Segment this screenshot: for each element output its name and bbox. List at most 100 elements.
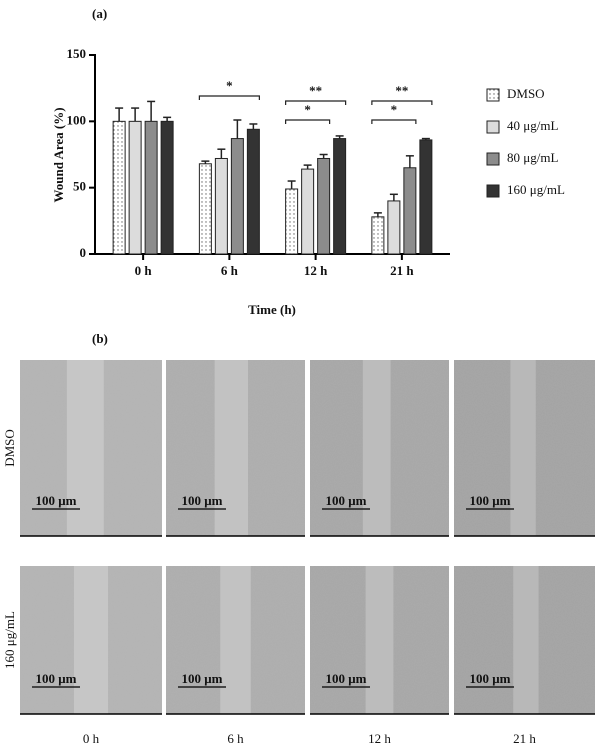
- error-bar: [287, 180, 296, 189]
- significance-label: *: [226, 78, 233, 93]
- bar: [198, 163, 212, 255]
- scale-bar-label: 100 μm: [470, 493, 511, 508]
- bar: [230, 138, 244, 255]
- y-axis-label: Wound Area (%): [51, 107, 66, 202]
- error-bar: [147, 100, 156, 122]
- row-label: 160 μg/mL: [2, 611, 17, 669]
- column-label: 0 h: [83, 731, 100, 746]
- bar: [371, 216, 385, 255]
- scale-bar-label: 100 μm: [470, 671, 511, 686]
- bar: [387, 200, 401, 255]
- wound-gap: [220, 566, 251, 714]
- texture: [20, 360, 67, 536]
- texture: [248, 360, 305, 536]
- legend-swatch: [486, 120, 500, 134]
- texture: [535, 360, 595, 536]
- scale-bar-label: 100 μm: [36, 493, 77, 508]
- error-bar: [163, 116, 172, 122]
- y-tick-label: 100: [67, 112, 87, 127]
- bar: [144, 120, 158, 255]
- scale-bar-label: 100 μm: [36, 671, 77, 686]
- x-tick-label: 21 h: [390, 263, 414, 278]
- texture: [538, 566, 595, 714]
- wound-gap: [365, 566, 394, 714]
- wound-gap: [66, 360, 104, 536]
- micrograph: 100 μm: [20, 566, 162, 715]
- bar: [112, 120, 126, 255]
- micrograph: 100 μm: [20, 360, 162, 537]
- texture: [310, 566, 366, 714]
- texture: [454, 566, 514, 714]
- wound-gap: [510, 360, 536, 536]
- x-axis-label: Time (h): [248, 302, 296, 317]
- row-label: DMSO: [2, 429, 17, 467]
- micrograph: 100 μm: [454, 566, 595, 715]
- significance-label: *: [391, 102, 398, 117]
- scale-bar-label: 100 μm: [182, 493, 223, 508]
- column-label: 12 h: [368, 731, 391, 746]
- texture: [166, 566, 221, 714]
- legend-label: DMSO: [507, 86, 545, 101]
- wound-gap: [73, 566, 109, 714]
- error-bar: [115, 107, 124, 122]
- legend-swatch: [486, 152, 500, 166]
- bar: [317, 157, 331, 255]
- significance-bracket: [371, 119, 417, 124]
- bar: [160, 120, 174, 255]
- bar: [246, 128, 260, 255]
- legend-swatch: [486, 184, 500, 198]
- error-bar: [319, 153, 328, 159]
- texture: [454, 360, 511, 536]
- error-bar: [249, 123, 258, 130]
- x-tick-label: 6 h: [221, 263, 239, 278]
- bar: [301, 168, 315, 255]
- error-bar: [131, 107, 140, 122]
- error-bar: [233, 119, 242, 139]
- column-label: 6 h: [227, 731, 244, 746]
- panel-label: (b): [92, 331, 108, 346]
- significance-bracket: [285, 100, 347, 105]
- texture: [250, 566, 305, 714]
- bar: [419, 139, 433, 255]
- scale-bar-label: 100 μm: [326, 493, 367, 508]
- significance-bracket: [285, 119, 331, 124]
- texture: [393, 566, 449, 714]
- error-bar: [405, 155, 414, 168]
- column-label: 21 h: [513, 731, 536, 746]
- wound-gap: [362, 360, 391, 536]
- texture: [166, 360, 215, 536]
- wound-gap: [214, 360, 249, 536]
- bar: [285, 188, 299, 255]
- legend-label: 80 μg/mL: [507, 150, 558, 165]
- y-tick-label: 0: [80, 245, 87, 260]
- micrograph: 100 μm: [166, 566, 305, 715]
- significance-bracket: [371, 100, 433, 105]
- x-tick-label: 0 h: [135, 263, 153, 278]
- micrograph: 100 μm: [310, 360, 449, 537]
- micrograph: 100 μm: [310, 566, 449, 715]
- error-bar: [303, 164, 312, 170]
- scale-bar-label: 100 μm: [182, 671, 223, 686]
- y-tick-label: 150: [67, 46, 87, 61]
- significance-bracket: [198, 95, 260, 100]
- error-bar: [373, 212, 382, 217]
- bar: [333, 138, 347, 255]
- micrograph: 100 μm: [166, 360, 305, 537]
- micrograph: 100 μm: [454, 360, 595, 537]
- texture: [108, 566, 162, 714]
- scale-bar-label: 100 μm: [326, 671, 367, 686]
- x-tick-label: 12 h: [304, 263, 328, 278]
- legend-swatch: [486, 88, 500, 102]
- significance-label: **: [395, 83, 408, 98]
- error-bar: [217, 148, 226, 159]
- texture: [20, 566, 74, 714]
- texture: [310, 360, 363, 536]
- texture: [390, 360, 449, 536]
- error-bar: [389, 193, 398, 201]
- bar: [214, 157, 228, 255]
- significance-label: *: [304, 102, 311, 117]
- legend-label: 40 μg/mL: [507, 118, 558, 133]
- bar: [403, 167, 417, 255]
- y-tick-label: 50: [73, 179, 86, 194]
